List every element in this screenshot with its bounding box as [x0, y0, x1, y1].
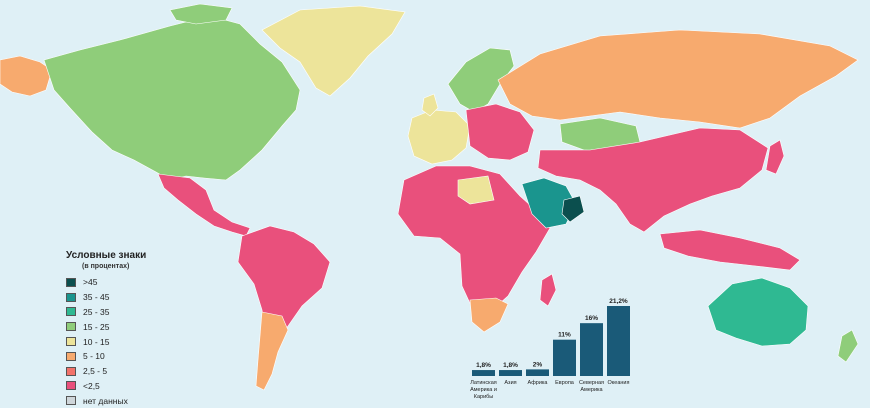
legend-swatch — [66, 381, 76, 391]
legend-item: 35 - 45 — [66, 290, 186, 305]
legend-swatch — [66, 396, 76, 406]
legend-item: <2,5 — [66, 379, 186, 394]
category-label: Латинская — [470, 380, 497, 386]
legend-subtitle: (в процентах) — [82, 263, 130, 270]
category-label: Америка и — [470, 387, 497, 393]
bar — [499, 370, 522, 376]
legend-swatch — [66, 366, 76, 376]
bar-value-label: 1,8% — [476, 362, 491, 369]
legend-label: 2,5 - 5 — [83, 366, 108, 377]
region-greenland — [261, 5, 406, 97]
legend-swatch — [66, 277, 76, 287]
legend-items: >45 35 - 45 25 - 35 15 - 25 10 - 15 5 - 10 2,5… — [66, 275, 186, 408]
legend-item: 25 - 35 — [66, 305, 186, 320]
region-new-zealand — [837, 329, 859, 363]
bar — [553, 339, 576, 376]
region-south-america — [237, 225, 331, 343]
region-australia — [707, 277, 809, 347]
region-arctic-islands — [169, 3, 233, 25]
region-asia — [537, 127, 769, 233]
bar — [607, 306, 630, 376]
region-alaska — [0, 55, 53, 97]
category-label: Европа — [555, 380, 575, 386]
legend-item: 5 - 10 — [66, 349, 186, 364]
region-oman — [561, 195, 585, 223]
legend-swatch — [66, 351, 76, 361]
legend-item: >45 — [66, 275, 186, 290]
region-western-europe — [407, 109, 471, 165]
category-label: Африка — [528, 380, 549, 386]
region-argentina — [255, 311, 289, 391]
bar — [472, 370, 495, 376]
region-eastern-europe — [465, 103, 535, 161]
bar-value-label: 1,8% — [503, 362, 518, 369]
legend-swatch — [66, 322, 76, 332]
bar-value-label: 16% — [585, 315, 598, 322]
map-legend: Условные знаки (в процентах) >45 35 - 45 2… — [66, 250, 186, 408]
region-south-africa — [469, 297, 509, 333]
legend-item: 2,5 - 5 — [66, 364, 186, 379]
region-madagascar — [539, 273, 557, 307]
category-label: Океания — [608, 380, 630, 386]
bar-value-label: 2% — [533, 361, 543, 368]
category-label: Карибы — [474, 394, 494, 400]
bar-value-label: 21,2% — [609, 298, 628, 305]
legend-swatch — [66, 337, 76, 347]
region-southeast-asia — [659, 229, 801, 271]
legend-item: 10 - 15 — [66, 334, 186, 349]
legend-label: 10 - 15 — [83, 336, 110, 347]
bar-value-label: 11% — [558, 332, 571, 339]
legend-label: 15 - 25 — [83, 321, 110, 332]
legend-label: 5 - 10 — [83, 351, 105, 362]
legend-label: 25 - 35 — [83, 306, 110, 317]
legend-label: нет данных — [83, 395, 128, 406]
legend-title: Условные знаки — [66, 250, 147, 261]
legend-label: <2,5 — [83, 380, 100, 391]
legend-swatch — [66, 292, 76, 302]
bar — [580, 323, 603, 376]
category-label: Америка — [580, 387, 603, 393]
legend-item: 15 - 25 — [66, 319, 186, 334]
category-label: Азия — [504, 380, 516, 386]
region-uk — [421, 93, 439, 117]
bar — [526, 369, 549, 376]
legend-item: нет данных — [66, 393, 186, 408]
legend-label: 35 - 45 — [83, 292, 110, 303]
region-japan — [765, 139, 785, 175]
legend-label: >45 — [83, 277, 98, 288]
category-label: Северная — [579, 380, 604, 386]
region-africa — [397, 165, 551, 313]
region-libya — [457, 175, 495, 205]
legend-swatch — [66, 307, 76, 317]
region-russia — [497, 29, 859, 129]
